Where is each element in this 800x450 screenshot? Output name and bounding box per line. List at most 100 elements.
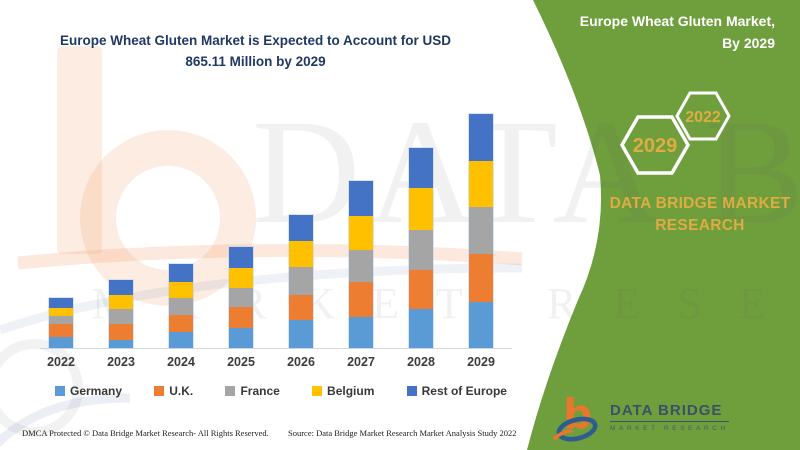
- bar-segment-france: [289, 267, 313, 295]
- watermark-circle: [0, 339, 83, 437]
- bar-segment-france: [49, 315, 73, 325]
- bar-2027: [349, 181, 373, 348]
- bar-segment-u-k-: [49, 324, 73, 337]
- x-axis-label-2026: 2026: [287, 355, 315, 369]
- bar-2026: [289, 214, 313, 348]
- databridge-logo-text: DATA BRIDGE MARKET RESEARCH: [610, 402, 729, 432]
- hexagon-2029: [619, 115, 691, 175]
- bar-segment-rest-of-europe: [49, 297, 73, 308]
- bar-segment-rest-of-europe: [169, 263, 193, 283]
- bar-segment-france: [169, 297, 193, 315]
- legend: Germany U.K. France Belgium Rest of Europe: [55, 384, 507, 398]
- banner-title-line2: By 2029: [722, 34, 775, 51]
- logo-name: DATA BRIDGE: [610, 402, 729, 422]
- bar-segment-u-k-: [289, 294, 313, 321]
- bar-segment-rest-of-europe: [289, 214, 313, 242]
- x-axis-label-2022: 2022: [47, 355, 75, 369]
- bar-segment-germany: [109, 340, 133, 348]
- chart-title-line2: 865.11 Million by 2029: [185, 53, 326, 69]
- bar-2029: [469, 114, 493, 348]
- banner-brand-line2: RESEARCH: [655, 217, 745, 235]
- dmca-notice: DMCA Protected © Data Bridge Market Rese…: [22, 428, 269, 438]
- green-banner-shape: [527, 0, 800, 450]
- legend-item-belgium: Belgium: [312, 384, 374, 398]
- x-axis-line: [40, 348, 512, 349]
- legend-swatch: [225, 386, 236, 396]
- databridge-logo: b DATA BRIDGE MARKET RESEARCH: [552, 390, 729, 444]
- bar-segment-belgium: [229, 268, 253, 289]
- bar-segment-u-k-: [469, 253, 493, 302]
- bar-segment-germany: [409, 309, 433, 348]
- x-axis-label-2023: 2023: [107, 355, 135, 369]
- bar-segment-rest-of-europe: [229, 246, 253, 269]
- legend-item-rest-of-europe: Rest of Europe: [406, 384, 507, 398]
- legend-item-france: France: [225, 384, 280, 398]
- bar-segment-france: [409, 229, 433, 270]
- bar-2025: [229, 246, 253, 348]
- bar-2023: [109, 280, 133, 348]
- watermark-b-bowl: [80, 130, 256, 306]
- hexagon-2022-label: 2022: [685, 109, 721, 126]
- bar-segment-rest-of-europe: [409, 148, 433, 189]
- bar-segment-germany: [469, 301, 493, 348]
- legend-label: Belgium: [327, 384, 375, 398]
- x-axis-label-2025: 2025: [227, 355, 255, 369]
- bar-segment-france: [469, 207, 493, 254]
- bar-segment-france: [229, 288, 253, 307]
- bar-segment-belgium: [409, 188, 433, 230]
- legend-item-u-k-: U.K.: [154, 384, 193, 398]
- bar-segment-germany: [49, 336, 73, 348]
- banner-title: Europe Wheat Gluten Market, By 2029: [580, 11, 775, 54]
- databridge-logo-icon: b: [552, 390, 598, 442]
- bar-segment-germany: [169, 332, 193, 348]
- legend-swatch: [312, 386, 323, 396]
- bar-segment-france: [349, 250, 373, 283]
- bar-segment-u-k-: [409, 269, 433, 310]
- bar-segment-belgium: [469, 160, 493, 208]
- x-axis-label-2029: 2029: [467, 355, 495, 369]
- banner-brand-line1: DATA BRIDGE MARKET: [609, 195, 791, 212]
- bar-segment-u-k-: [169, 314, 193, 332]
- bar-segment-germany: [229, 328, 253, 348]
- watermark-swoosh-corner: [0, 393, 131, 448]
- legend-label: France: [240, 384, 280, 398]
- bar-2022: [49, 297, 73, 348]
- bar-segment-france: [109, 308, 133, 324]
- hexagon-2029-label: 2029: [633, 135, 678, 157]
- bar-segment-germany: [349, 316, 373, 348]
- watermark-swoosh-peach: [17, 243, 523, 270]
- hexagon-2022: [675, 91, 731, 141]
- x-axis-label-2024: 2024: [167, 355, 195, 369]
- legend-label: Rest of Europe: [421, 384, 507, 398]
- bar-segment-belgium: [169, 282, 193, 298]
- chart-title-line1: Europe Wheat Gluten Market is Expected t…: [59, 33, 452, 48]
- bar-segment-rest-of-europe: [469, 114, 493, 161]
- bar-segment-rest-of-europe: [109, 280, 133, 295]
- bar-segment-u-k-: [109, 323, 133, 341]
- bar-2028: [409, 148, 433, 348]
- source-note: Source: Data Bridge Market Research Mark…: [288, 428, 517, 438]
- bar-2024: [169, 263, 193, 348]
- bar-segment-rest-of-europe: [349, 181, 373, 216]
- bar-segment-u-k-: [349, 282, 373, 317]
- bar-segment-belgium: [349, 215, 373, 251]
- bar-segment-germany: [289, 320, 313, 348]
- logo-subtitle: MARKET RESEARCH: [610, 425, 729, 432]
- bar-segment-belgium: [49, 307, 73, 316]
- watermark-b-stem: [57, 46, 102, 254]
- legend-label: U.K.: [169, 384, 194, 398]
- x-axis-label-2028: 2028: [407, 355, 435, 369]
- x-axis-label-2027: 2027: [347, 355, 375, 369]
- legend-swatch: [55, 386, 65, 396]
- bar-segment-belgium: [109, 294, 133, 309]
- legend-label: Germany: [70, 384, 123, 398]
- legend-item-germany: Germany: [55, 384, 122, 398]
- banner-brand-text: DATA BRIDGE MARKET RESEARCH: [606, 193, 794, 238]
- legend-swatch: [406, 386, 417, 396]
- bar-segment-u-k-: [229, 306, 253, 328]
- legend-swatch: [154, 386, 165, 396]
- banner-title-line1: Europe Wheat Gluten Market,: [579, 13, 775, 29]
